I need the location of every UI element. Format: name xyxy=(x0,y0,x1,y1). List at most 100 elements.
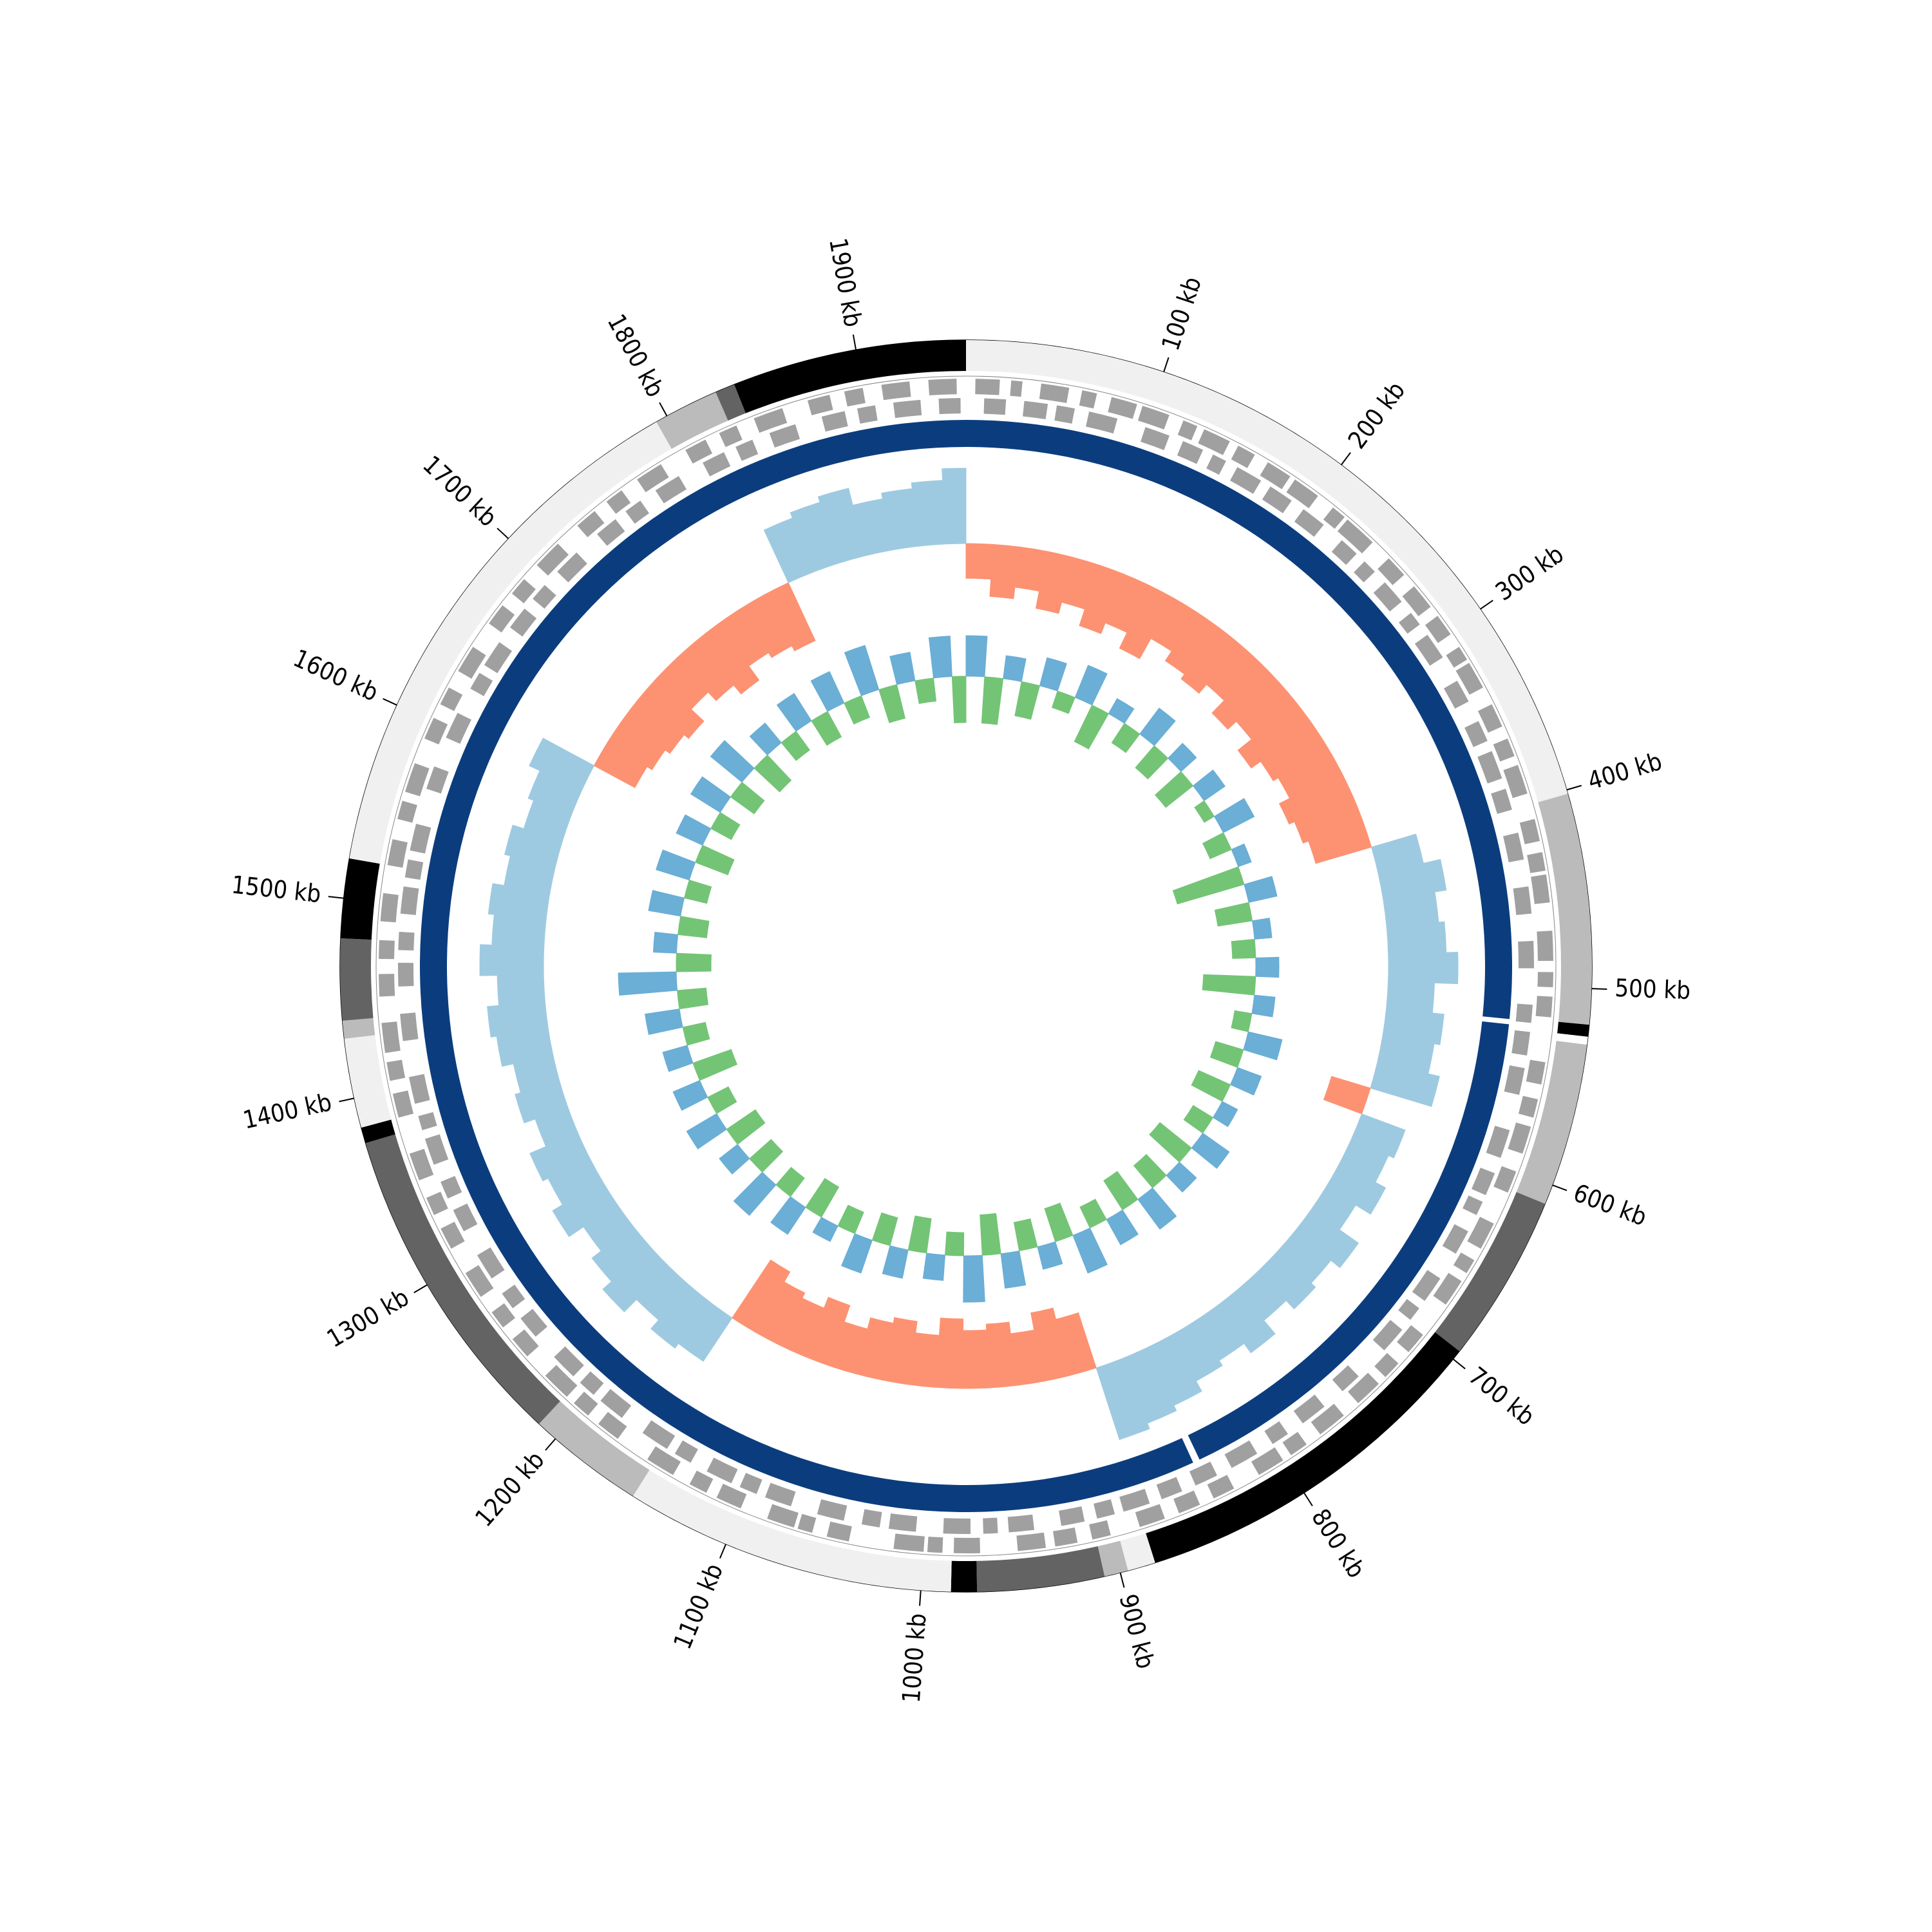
gene xyxy=(533,585,556,609)
gene xyxy=(511,579,536,603)
gene xyxy=(1537,931,1553,961)
gene xyxy=(440,1175,462,1199)
gc-content-bar xyxy=(1202,832,1232,860)
gene xyxy=(1323,507,1345,529)
gene xyxy=(557,552,587,583)
gene xyxy=(1433,1273,1462,1305)
gene xyxy=(379,974,395,997)
gene xyxy=(465,1265,494,1297)
band xyxy=(349,422,672,864)
gene xyxy=(1294,509,1324,537)
gene xyxy=(943,1518,971,1534)
gc-content-bar xyxy=(683,879,712,904)
gene xyxy=(1337,519,1373,554)
gene xyxy=(637,464,669,493)
gc-content-bar xyxy=(1255,956,1280,978)
gene xyxy=(400,1012,419,1041)
gene xyxy=(1467,1217,1494,1249)
gc-skew-bar xyxy=(985,1321,1018,1388)
gene xyxy=(1260,462,1291,489)
gene xyxy=(418,1112,437,1130)
gc-content-bar xyxy=(1103,1171,1139,1211)
band xyxy=(1146,1332,1460,1563)
gene xyxy=(1526,1059,1546,1085)
gc-content-bar xyxy=(981,676,1004,725)
gene xyxy=(1141,427,1170,450)
gene xyxy=(1442,1224,1468,1254)
tick-label: 500 kb xyxy=(1615,974,1691,1005)
gene xyxy=(1251,1447,1283,1475)
gene xyxy=(1414,634,1443,666)
gene xyxy=(520,1309,547,1337)
gc-skew-bar xyxy=(1386,921,1447,955)
gc-content-bar xyxy=(726,1109,766,1145)
tick-mark xyxy=(1480,600,1493,610)
gc-skew-bar xyxy=(1030,1307,1071,1382)
tick-mark xyxy=(659,402,668,417)
band xyxy=(365,1134,560,1424)
gene xyxy=(1207,1475,1235,1499)
gene xyxy=(1053,1527,1078,1547)
gene xyxy=(1472,1168,1495,1195)
gene xyxy=(477,1247,505,1279)
gene xyxy=(1372,1320,1403,1350)
gene xyxy=(484,642,513,674)
gene xyxy=(398,931,415,951)
gc-content-bar xyxy=(951,676,967,723)
gene xyxy=(881,381,911,401)
tick-mark xyxy=(1552,1184,1567,1191)
contig xyxy=(1188,1021,1510,1460)
gene xyxy=(400,886,419,915)
band xyxy=(1516,1041,1587,1204)
tick-mark xyxy=(545,1438,556,1451)
gene xyxy=(380,893,399,923)
gene xyxy=(953,1537,980,1554)
gc-content-bar xyxy=(1191,1070,1231,1102)
gene xyxy=(1535,996,1553,1018)
gene xyxy=(983,1517,998,1534)
gene xyxy=(703,452,731,477)
gene xyxy=(1527,852,1546,873)
gc-skew-bar xyxy=(1180,627,1241,694)
gene xyxy=(1537,972,1553,987)
gc-content-bar xyxy=(775,1166,805,1197)
gene xyxy=(647,1446,681,1475)
band xyxy=(342,1018,375,1039)
gene xyxy=(765,1482,796,1507)
gc-skew-bar xyxy=(696,623,760,695)
gene xyxy=(1206,454,1226,475)
gene xyxy=(446,712,471,744)
gc-content-bar xyxy=(1214,902,1253,927)
band xyxy=(1097,1540,1128,1577)
gc-content-bar xyxy=(1155,771,1194,808)
gene xyxy=(554,1346,584,1377)
gc-content-bar xyxy=(677,987,709,1010)
gene xyxy=(580,1371,604,1395)
tick-mark xyxy=(852,334,857,350)
gc-skew-bar xyxy=(1119,585,1175,659)
gc-skew-bar xyxy=(1294,795,1363,844)
gc-content-bar xyxy=(781,730,810,761)
band xyxy=(340,938,374,1021)
gene xyxy=(735,439,759,461)
gene xyxy=(1531,874,1550,904)
gene xyxy=(1455,663,1483,695)
gene xyxy=(405,762,430,797)
gene xyxy=(861,1509,882,1528)
band xyxy=(1538,793,1592,1025)
gc-content-bar xyxy=(1079,1198,1107,1229)
gc-content-bar xyxy=(907,1215,932,1254)
gene xyxy=(1493,1166,1517,1193)
gene xyxy=(577,511,605,538)
gene xyxy=(983,398,1007,415)
gene xyxy=(1453,1252,1475,1273)
gene xyxy=(739,1472,762,1494)
gc-content-bar xyxy=(1209,1041,1244,1068)
gc-content-bar xyxy=(1231,1010,1253,1032)
gc-content-bar xyxy=(1149,1122,1192,1163)
gene xyxy=(1224,1440,1258,1468)
gene xyxy=(1378,558,1405,585)
gene xyxy=(512,1329,539,1357)
gene xyxy=(1463,1195,1483,1215)
gene xyxy=(1425,616,1451,643)
